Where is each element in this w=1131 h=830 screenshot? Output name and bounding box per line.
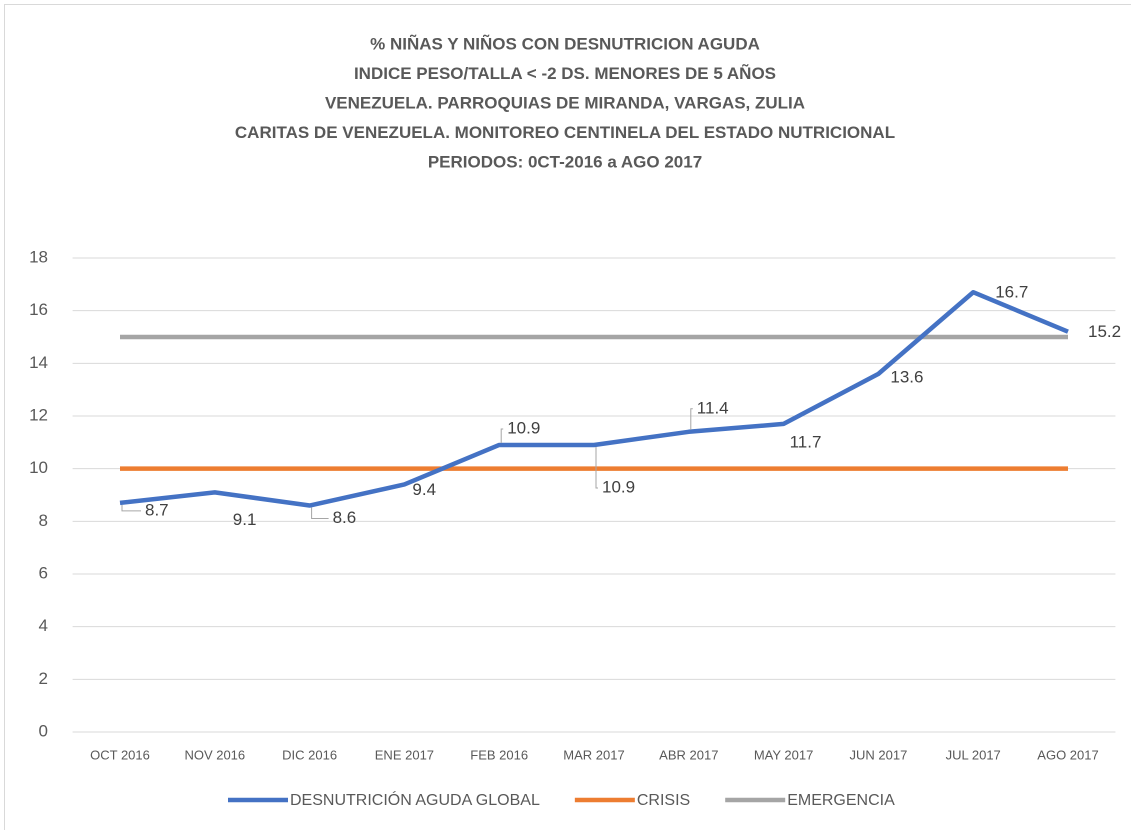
y-tick-label: 16 bbox=[29, 300, 48, 319]
y-tick-label: 2 bbox=[39, 669, 48, 688]
data-label: 11.4 bbox=[697, 398, 729, 417]
x-tick-label: FEB 2016 bbox=[470, 747, 528, 762]
data-label: 16.7 bbox=[995, 283, 1028, 302]
x-tick-label: NOV 2016 bbox=[184, 747, 245, 762]
data-label: 8.7 bbox=[145, 500, 169, 519]
legend-label: DESNUTRICIÓN AGUDA GLOBAL bbox=[290, 790, 540, 809]
legend-label: EMERGENCIA bbox=[787, 792, 895, 809]
x-tick-label: ENE 2017 bbox=[375, 747, 434, 762]
data-label: 13.6 bbox=[890, 367, 923, 386]
x-tick-label: ABR 2017 bbox=[659, 747, 718, 762]
leader-line bbox=[121, 504, 141, 512]
data-label: 8.6 bbox=[333, 508, 357, 527]
x-tick-label: MAY 2017 bbox=[754, 747, 814, 762]
y-tick-label: 14 bbox=[29, 353, 48, 372]
leader-line bbox=[690, 408, 693, 430]
series-line bbox=[119, 289, 1069, 508]
leader-line bbox=[311, 507, 329, 520]
chart-title: PERIODOS: 0CT-2016 a AGO 2017 bbox=[428, 152, 702, 171]
data-label: 10.9 bbox=[602, 477, 635, 496]
y-tick-label: 10 bbox=[29, 458, 48, 477]
x-tick-label: JUL 2017 bbox=[946, 747, 1001, 762]
x-tick-label: AGO 2017 bbox=[1037, 747, 1098, 762]
data-label: 9.1 bbox=[233, 510, 257, 529]
chart-border bbox=[4, 4, 1131, 830]
y-tick-label: 4 bbox=[39, 616, 48, 635]
data-label: 10.9 bbox=[507, 418, 540, 437]
legend-label: CRISIS bbox=[637, 792, 690, 809]
y-tick-label: 0 bbox=[39, 721, 48, 740]
y-tick-label: 6 bbox=[39, 563, 48, 582]
data-label: 9.4 bbox=[412, 480, 436, 499]
y-tick-label: 12 bbox=[29, 405, 48, 424]
chart-title: CARITAS DE VENEZUELA. MONITOREO CENTINEL… bbox=[235, 123, 895, 142]
x-tick-label: MAR 2017 bbox=[563, 747, 624, 762]
y-tick-label: 8 bbox=[39, 511, 48, 530]
x-tick-label: DIC 2016 bbox=[282, 747, 337, 762]
leader-line bbox=[500, 428, 504, 443]
y-tick-label: 18 bbox=[29, 247, 48, 266]
chart-title: % NIÑAS Y NIÑOS CON DESNUTRICION AGUDA bbox=[370, 33, 760, 53]
leader-line bbox=[595, 446, 598, 489]
data-label: 15.2 bbox=[1088, 322, 1121, 341]
x-tick-label: JUN 2017 bbox=[849, 747, 907, 762]
data-label: 11.7 bbox=[790, 432, 822, 451]
chart-title: INDICE PESO/TALLA < -2 DS. MENORES DE 5 … bbox=[354, 63, 776, 83]
chart-title: VENEZUELA. PARROQUIAS DE MIRANDA, VARGAS… bbox=[325, 93, 805, 112]
x-tick-label: OCT 2016 bbox=[90, 747, 150, 762]
